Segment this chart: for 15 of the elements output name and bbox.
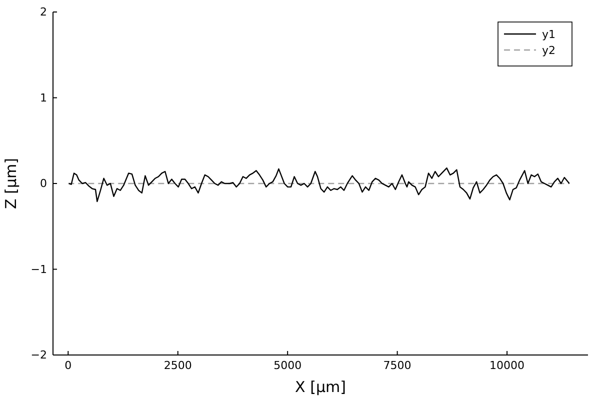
line-series bbox=[68, 167, 570, 202]
x-axis-title: X [µm] bbox=[295, 378, 346, 396]
x-tick-label: 10000 bbox=[490, 358, 525, 372]
legend-label: y2 bbox=[542, 44, 556, 57]
y-tick-label: 2 bbox=[40, 6, 47, 19]
x-tick-label: 0 bbox=[64, 358, 72, 372]
y-axis-title: Z [µm] bbox=[2, 158, 20, 209]
x-tick-label: 5000 bbox=[274, 358, 302, 372]
legend-label: y1 bbox=[542, 28, 556, 41]
y-tick-label: 0 bbox=[40, 177, 47, 190]
x-tick-label: 2500 bbox=[164, 358, 192, 372]
y-tick-label: −1 bbox=[30, 262, 47, 276]
y-tick-label: 1 bbox=[40, 91, 47, 104]
x-tick-label: 7500 bbox=[383, 358, 412, 372]
y-tick-label: −2 bbox=[30, 348, 47, 362]
